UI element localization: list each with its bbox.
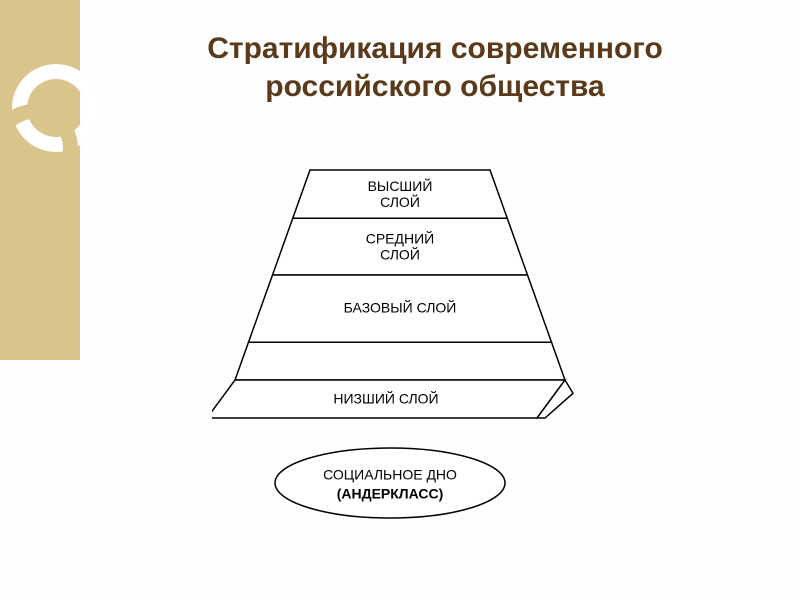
label-base: БАЗОВЫЙ СЛОЙ [344, 298, 457, 315]
layer-bottom [235, 342, 565, 380]
underclass-label-1: СОЦИАЛЬНОЕ ДНО [323, 467, 457, 483]
underclass-label-2: (АНДЕРКЛАСС) [337, 486, 444, 502]
title-line-2: российского общества [110, 68, 760, 106]
slide-decoration [0, 0, 120, 360]
slide-title: Стратификация современного российского о… [110, 30, 760, 105]
stratification-diagram: ВЫСШИЙСЛОЙСРЕДНИЙСЛОЙБАЗОВЫЙ СЛОЙНИЗШИЙ … [212, 160, 588, 550]
title-line-1: Стратификация современного [110, 30, 760, 68]
label-bottom: НИЗШИЙ СЛОЙ [333, 390, 438, 407]
underclass-ellipse [275, 448, 505, 518]
